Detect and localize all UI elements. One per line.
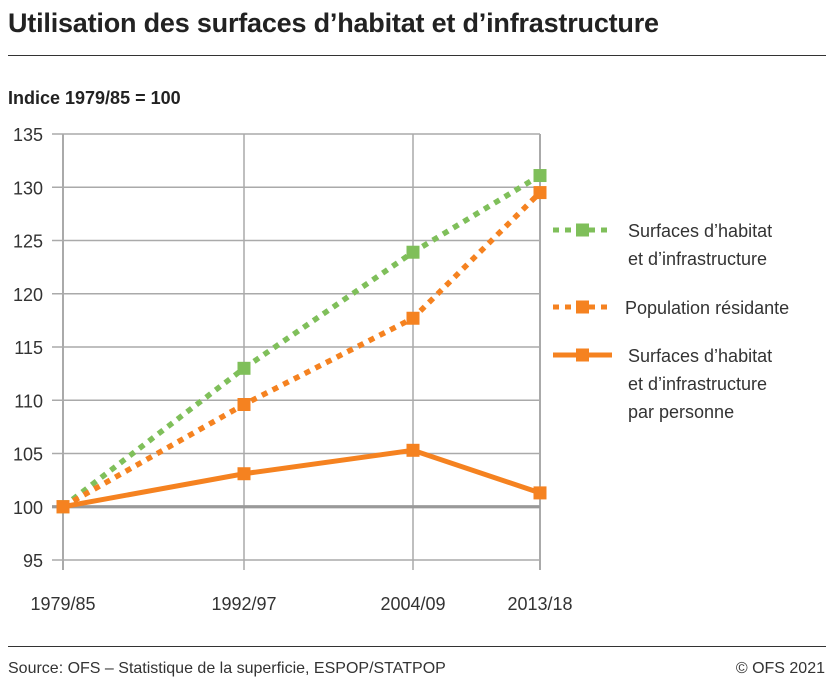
y-axis-label: Indice 1979/85 = 100 bbox=[8, 88, 181, 108]
x-tick-label: 2013/18 bbox=[507, 594, 572, 614]
chart-title: Utilisation des surfaces d’habitat et d’… bbox=[8, 8, 659, 38]
x-tick-label: 2004/09 bbox=[380, 594, 445, 614]
y-tick-label: 105 bbox=[13, 445, 43, 465]
footer-divider bbox=[8, 646, 826, 647]
legend-label: et d’infrastructure bbox=[628, 249, 767, 269]
series-line bbox=[62, 447, 541, 510]
series-line bbox=[61, 173, 542, 509]
data-point bbox=[406, 245, 420, 259]
legend-marker bbox=[576, 348, 589, 362]
legend-marker bbox=[576, 223, 589, 237]
y-tick-label: 95 bbox=[23, 551, 43, 571]
data-point bbox=[56, 500, 70, 514]
data-point bbox=[533, 486, 547, 500]
data-point bbox=[533, 186, 547, 200]
y-tick-label: 125 bbox=[13, 232, 43, 252]
data-point bbox=[533, 169, 547, 183]
x-tick-label: 1992/97 bbox=[211, 594, 276, 614]
data-point bbox=[406, 443, 420, 457]
y-tick-label: 135 bbox=[13, 125, 43, 145]
legend-label: Surfaces d’habitat bbox=[628, 221, 772, 241]
legend-label: par personne bbox=[628, 402, 734, 422]
y-tick-label: 115 bbox=[14, 338, 43, 358]
data-point bbox=[237, 361, 251, 375]
copyright: © OFS 2021 bbox=[735, 660, 825, 677]
source-note: Source: OFS – Statistique de la superfic… bbox=[8, 660, 446, 677]
data-point bbox=[237, 467, 251, 481]
line-chart: 95 100 105 110 115 120 125 130 135 1979/85 1992/97… bbox=[13, 125, 789, 614]
legend-marker bbox=[576, 300, 589, 314]
y-tick-label: 130 bbox=[13, 178, 43, 198]
data-point bbox=[406, 311, 420, 325]
y-tick-label: 110 bbox=[14, 391, 43, 411]
x-tick-label: 1979/85 bbox=[30, 594, 95, 614]
data-point bbox=[237, 398, 251, 412]
y-tick-label: 120 bbox=[13, 285, 43, 305]
y-tick-label: 100 bbox=[13, 498, 43, 518]
legend-label: et d’infrastructure bbox=[628, 374, 767, 394]
legend-label: Population résidante bbox=[625, 298, 789, 318]
title-divider bbox=[8, 55, 826, 56]
series-line bbox=[61, 190, 542, 510]
legend-label: Surfaces d’habitat bbox=[628, 346, 772, 366]
